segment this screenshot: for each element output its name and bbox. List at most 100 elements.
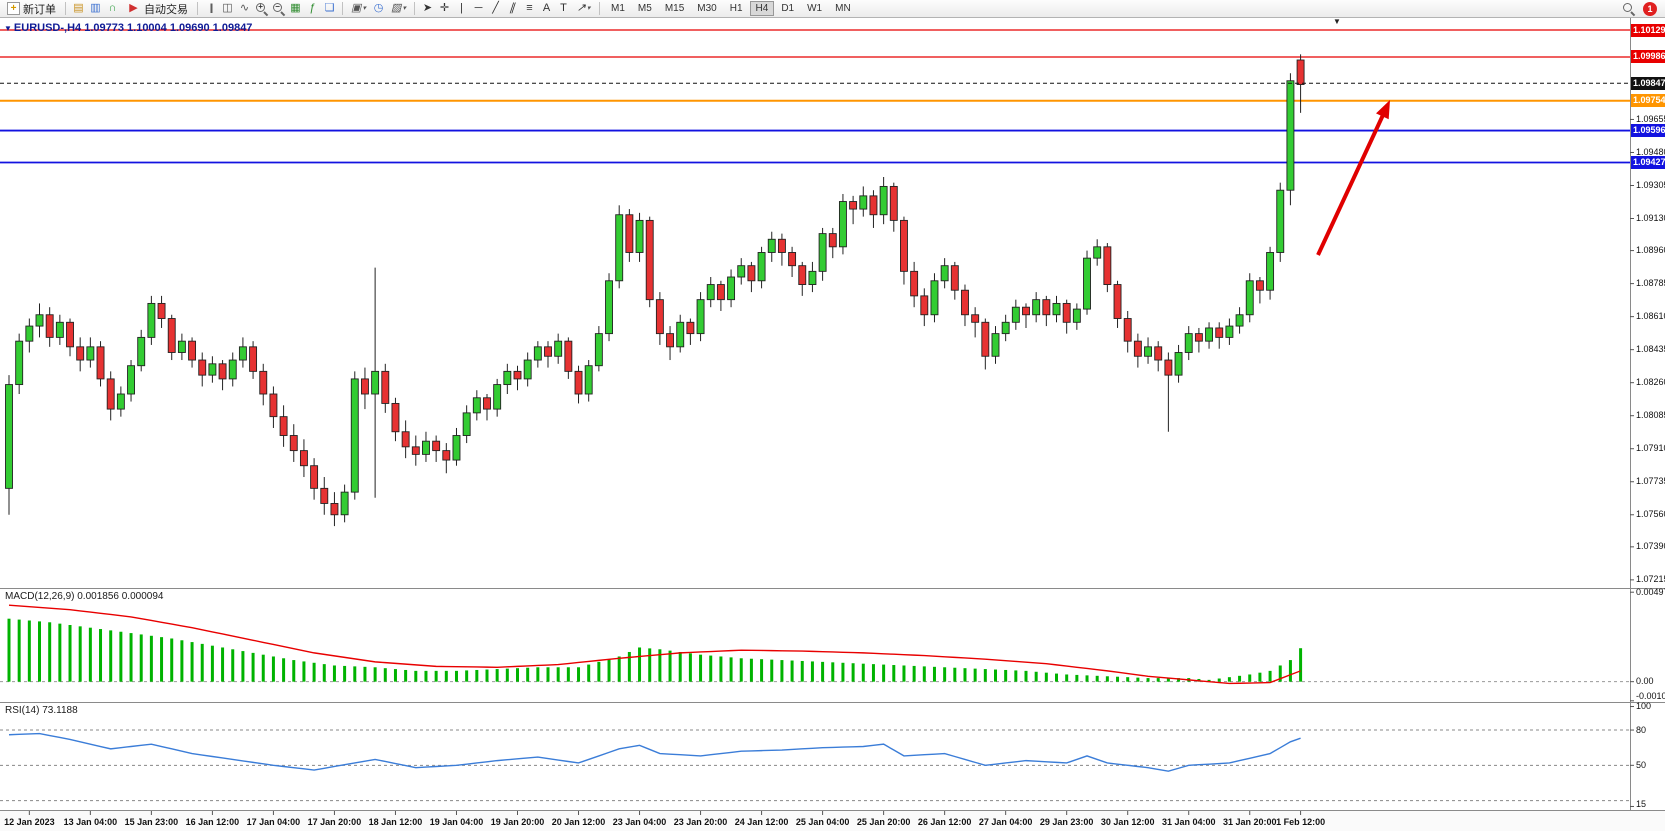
time-axis-label: 25 Jan 04:00	[795, 817, 850, 827]
candle	[686, 321, 695, 335]
zoom-out-icon[interactable]: −	[271, 1, 286, 16]
time-axis-label: 25 Jan 20:00	[856, 817, 911, 827]
candle	[981, 321, 990, 357]
rsi-scale-label: 15	[1636, 798, 1647, 809]
line-chart-type-icon[interactable]: ∿	[239, 2, 250, 14]
candle	[1164, 359, 1173, 376]
price-tick-label: 1.08960	[1636, 245, 1665, 256]
candle	[615, 214, 624, 282]
candle	[716, 284, 725, 301]
chart-window-icon[interactable]: ▤	[73, 2, 84, 14]
cursor-icon[interactable]: ➤	[422, 2, 433, 14]
rsi-scale-label: 80	[1636, 724, 1647, 735]
periodicity-icon[interactable]: ◷	[373, 2, 384, 14]
candle	[1103, 246, 1112, 286]
bar-chart-type-icon[interactable]: |||	[209, 2, 214, 14]
new-chart-icon[interactable]: ▣ ▾	[351, 2, 366, 14]
candle	[1144, 346, 1152, 357]
arrows-tool-icon[interactable]: ↗ ▾	[576, 2, 591, 14]
notification-badge[interactable]: 1	[1643, 1, 1657, 16]
channel-icon[interactable]: ∥	[507, 2, 518, 14]
horizontal-line-icon[interactable]: ─	[474, 2, 483, 14]
market-depth-icon[interactable]: ▥	[90, 2, 101, 14]
candle	[76, 346, 85, 361]
timeframe-button-w1[interactable]: W1	[807, 3, 823, 14]
trendline-icon[interactable]: ╱	[492, 2, 499, 14]
candle	[1174, 352, 1183, 376]
chart-collapse-icon[interactable]: ▼	[4, 24, 12, 33]
candle	[706, 284, 715, 301]
text-tool-icon[interactable]: A	[542, 2, 551, 14]
rsi-scale-label: 100	[1636, 701, 1652, 712]
candle	[35, 314, 44, 327]
time-axis-label: 31 Jan 20:00	[1222, 817, 1277, 827]
candle	[330, 502, 339, 516]
candle	[462, 412, 471, 436]
candle	[930, 280, 939, 316]
timeframe-button-h1[interactable]: H1	[729, 3, 743, 14]
new-order-button[interactable]: + 新订单	[3, 1, 60, 17]
candle	[1042, 299, 1051, 316]
candle	[452, 435, 461, 461]
grid-icon[interactable]: ▦	[290, 2, 301, 14]
candle	[655, 299, 664, 335]
chevron-down-icon: ▾	[402, 5, 406, 12]
price-tick-label: 1.07910	[1636, 443, 1665, 454]
timeframe-button-mn[interactable]: MN	[835, 3, 851, 14]
candle	[1205, 327, 1214, 342]
rsi-label: RSI(14) 73.1188	[5, 705, 78, 716]
candle	[1194, 333, 1203, 342]
timeframe-button-h4[interactable]: H4	[749, 1, 775, 16]
candle	[767, 238, 776, 253]
timeframe-button-m30[interactable]: M30	[697, 3, 717, 14]
time-axis-label: 23 Jan 20:00	[673, 817, 728, 827]
candle	[849, 201, 858, 210]
candle	[777, 238, 786, 253]
auto-trading-label: 自动交易	[144, 3, 188, 16]
time-axis-label: 12 Jan 2023	[4, 817, 55, 827]
candle-chart-type-icon[interactable]: ◫	[222, 2, 233, 14]
candle	[1113, 284, 1122, 319]
timeframe-button-m1[interactable]: M1	[611, 3, 625, 14]
candle	[45, 314, 54, 338]
candle	[869, 195, 878, 216]
macd-signal-line	[8, 604, 1301, 685]
candle	[727, 276, 736, 301]
timeframe-button-m5[interactable]: M5	[637, 3, 652, 14]
candle	[1011, 306, 1020, 323]
candle	[177, 340, 186, 353]
candle	[25, 325, 34, 342]
templates-icon[interactable]: ▨ ▾	[391, 2, 406, 14]
indicators-icon[interactable]: ƒ	[309, 2, 316, 14]
scroll-to-end-marker[interactable]: ▼	[1333, 17, 1341, 26]
candle	[1154, 346, 1163, 361]
candle	[594, 333, 603, 367]
fibonacci-icon[interactable]: ≡	[526, 2, 533, 14]
candle	[391, 402, 400, 433]
candle	[381, 370, 390, 404]
vertical-line-icon[interactable]: |	[460, 2, 463, 14]
autotrade-play-icon: ▶	[129, 2, 138, 14]
timeframe-button-d1[interactable]: D1	[781, 3, 795, 14]
timeframe-button-m15[interactable]: M15	[664, 3, 685, 14]
zoom-in-icon[interactable]: +	[254, 1, 269, 16]
search-icon[interactable]	[1621, 1, 1636, 16]
candle	[289, 435, 298, 452]
auto-trading-button[interactable]: ▶ 自动交易	[122, 1, 192, 17]
price-badge: 1.09427	[1631, 155, 1665, 169]
candle	[696, 299, 705, 335]
toolbar-right: 1	[1621, 1, 1657, 16]
candle	[15, 340, 24, 386]
price-tick-label: 1.08260	[1636, 377, 1665, 388]
time-axis-label: 18 Jan 12:00	[368, 817, 423, 827]
label-tool-icon[interactable]: T	[560, 2, 567, 14]
chart-title: ▼ EURUSD-,H4 1.09773 1.10004 1.09690 1.09…	[4, 22, 252, 34]
crosshair-icon[interactable]: ✛	[439, 2, 450, 14]
candle	[910, 270, 919, 297]
headset-icon[interactable]: ∩	[108, 2, 117, 14]
candle	[188, 340, 197, 361]
chart-canvas[interactable]	[0, 18, 1665, 831]
tile-windows-icon[interactable]: ❏	[324, 2, 335, 14]
candle	[208, 363, 217, 376]
trend-arrow-annotation[interactable]	[1316, 114, 1385, 256]
